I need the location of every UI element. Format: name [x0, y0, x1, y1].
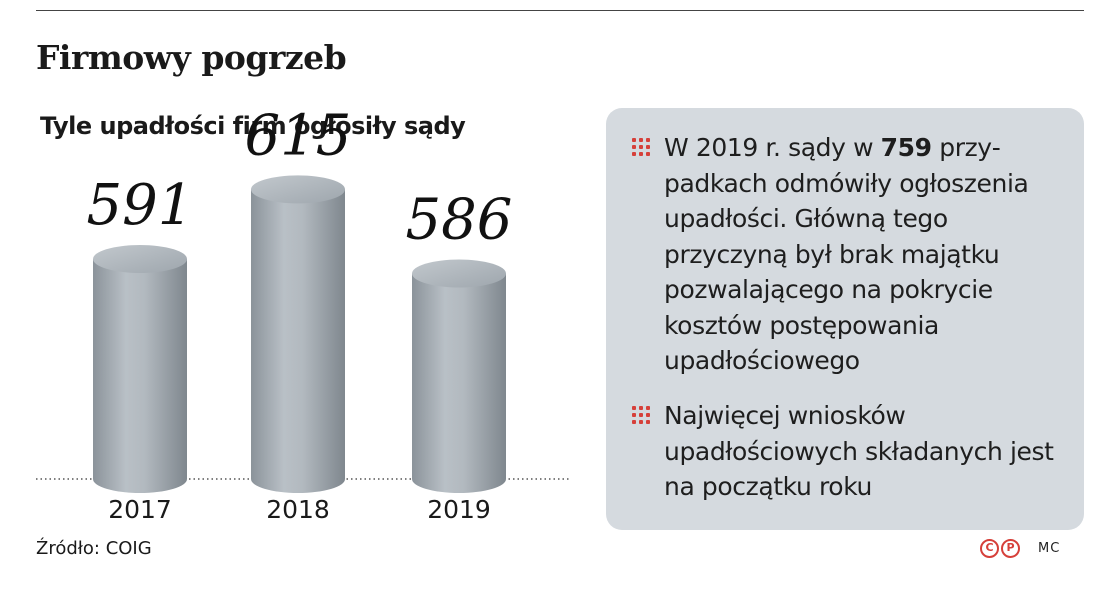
info-text-1-number: 759 [880, 133, 932, 162]
chart-subtitle: Tyle upadłości firm ogłosiły sądy [40, 112, 466, 140]
category-label-2019: 2019 [427, 495, 491, 524]
bar-top-2017 [93, 245, 187, 273]
dot-grid-bullet-icon [632, 138, 652, 158]
bar-chart: 591 2017 615 2018 586 2019 [36, 103, 570, 524]
bar-top-2018 [251, 175, 345, 204]
bar-2019 [412, 273, 506, 493]
copyright-c-icon: C [980, 539, 999, 558]
top-rule [36, 10, 1084, 11]
value-label-2019: 586 [406, 188, 513, 253]
source-note: Źródło: COIG [36, 538, 152, 559]
info-text-1: W 2019 r. sądy w 759 przy­padkach odmówi… [664, 130, 1074, 379]
bar-2018 [251, 189, 345, 493]
credits: C P MC [980, 539, 1060, 558]
info-text-2: Najwięcej wniosków upadłościowych składa… [664, 401, 1054, 501]
value-label-2017: 591 [87, 173, 194, 238]
copyright-p-icon: P [1001, 539, 1020, 558]
info-text-1-post: przy­padkach odmówiły ogłoszenia upadłoś… [664, 133, 1029, 375]
page-title: Firmowy pogrzeb [36, 38, 347, 77]
bar-2017 [93, 259, 187, 493]
info-text-1-pre: W 2019 r. sądy w [664, 133, 881, 162]
author-initials: MC [1038, 541, 1061, 556]
dot-grid-bullet-icon [632, 406, 652, 426]
category-label-2018: 2018 [266, 495, 330, 524]
category-label-2017: 2017 [108, 495, 172, 524]
bar-top-2019 [412, 259, 506, 288]
info-panel: W 2019 r. sądy w 759 przy­padkach odmówi… [606, 108, 1084, 530]
value-label-2018: 615 [245, 103, 352, 168]
